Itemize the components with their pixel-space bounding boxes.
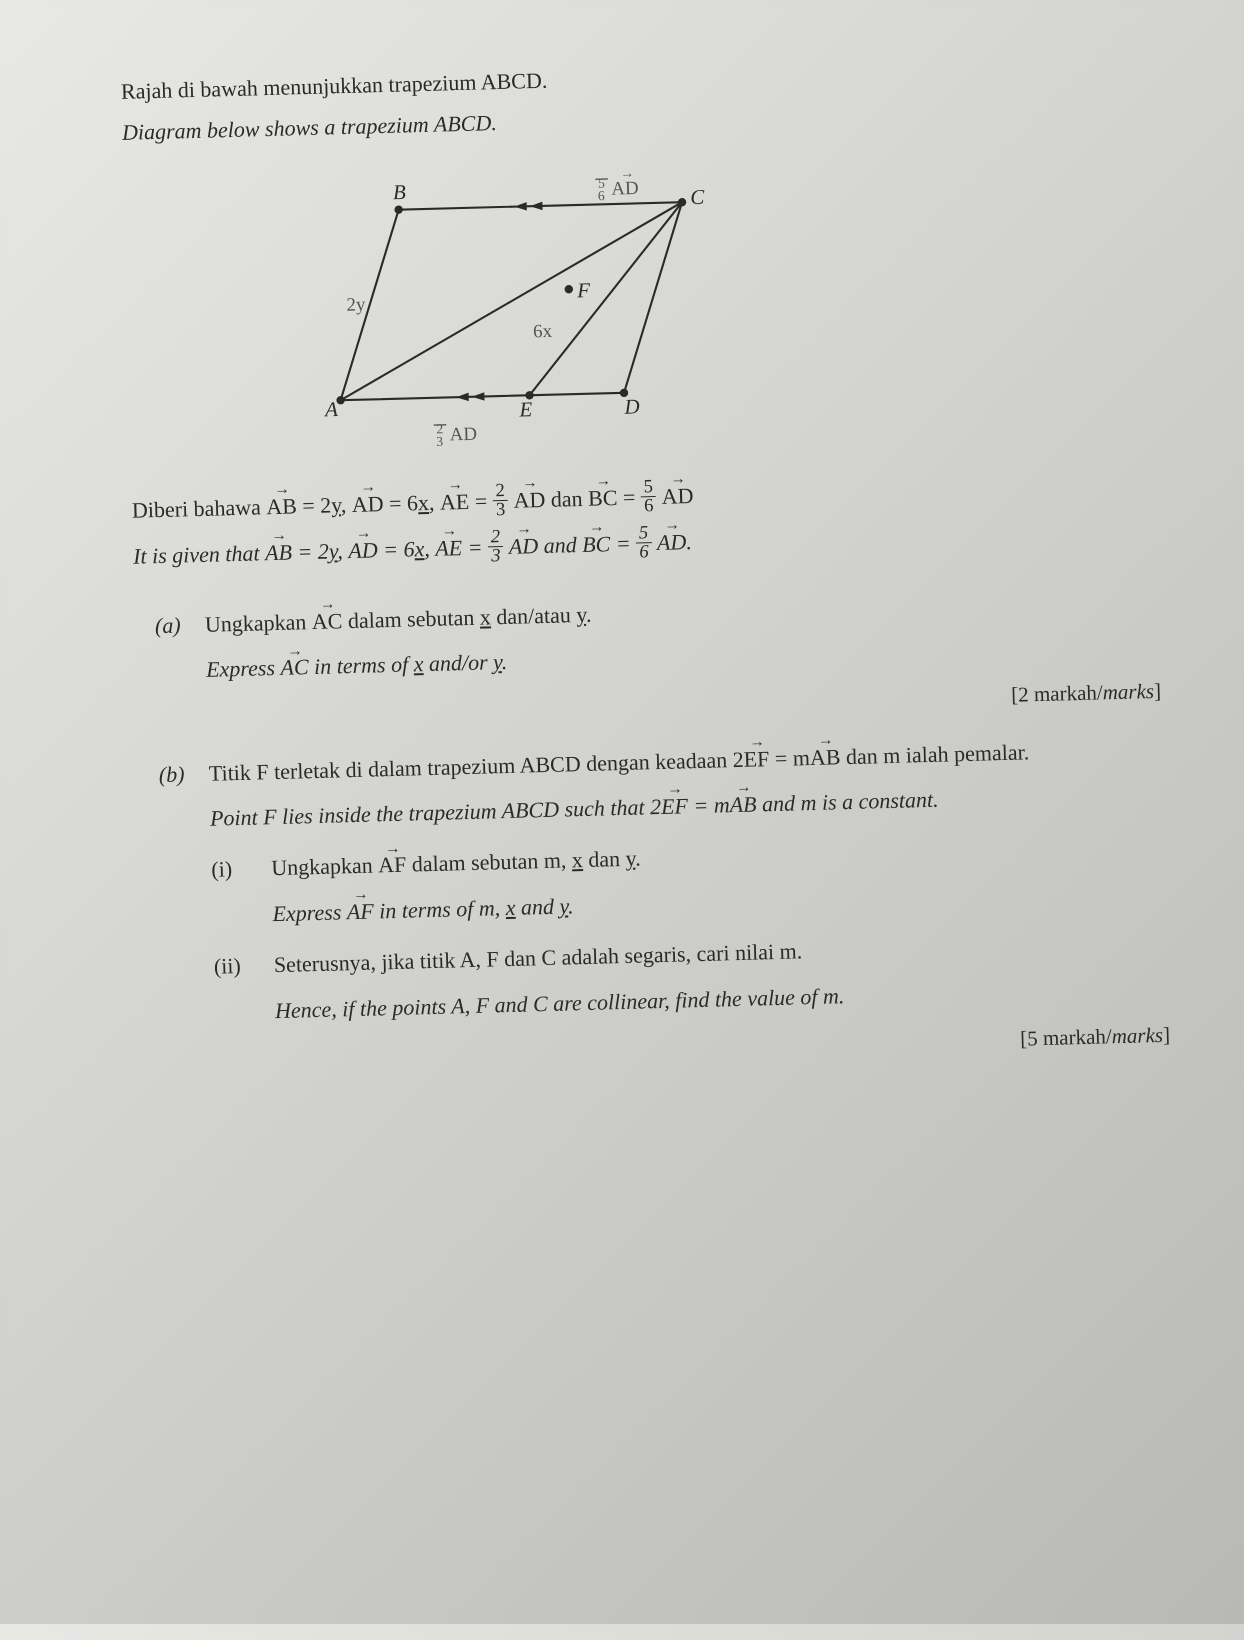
ad-eq: = 6 <box>389 490 419 516</box>
point-f <box>564 285 573 294</box>
label-e: E <box>518 397 533 421</box>
label-f: F <box>576 278 591 302</box>
arrow-bc-1 <box>514 202 527 211</box>
subpart-b-ii: (ii) Seterusnya, jika titik A, F dan C a… <box>213 923 1169 1031</box>
frac-bc-en: 56 <box>636 524 652 563</box>
label-b: B <box>393 180 407 204</box>
trapezium-diagram: B C A D E F 56 AD → 2y 6x 23 AD <box>303 166 730 457</box>
var-x: x <box>418 490 430 515</box>
vec-ef: EF <box>743 740 770 778</box>
vec-bc: BC <box>588 479 618 517</box>
given-en-prefix: It is given that <box>133 540 266 568</box>
vec-ac-a-en: AC <box>280 649 309 687</box>
diagram-svg: B C A D E F 56 AD → 2y 6x 23 AD <box>303 166 730 457</box>
point-b <box>394 205 403 214</box>
vec-ab-en: AB <box>265 533 293 571</box>
arrow-bc-2 <box>530 201 543 210</box>
question-page: Rajah di bawah menunjukkan trapezium ABC… <box>120 46 1170 1080</box>
label-d: D <box>623 394 640 418</box>
var-y-en: y <box>328 538 337 563</box>
vec-ab-b-en: AB <box>729 785 757 823</box>
line-ec <box>525 202 687 395</box>
part-a: (a) Ungkapkan AC dalam sebutan x dan/ata… <box>154 581 1160 690</box>
arrow-ad-2 <box>472 392 485 401</box>
subpart-bi-content: Ungkapkan AF dalam sebutan m, x dan y. E… <box>271 826 1167 932</box>
subpart-bii-content: Seterusnya, jika titik A, F dan C adalah… <box>273 923 1169 1029</box>
frac-ae: 23 <box>492 481 508 520</box>
vec-af-en: AF <box>346 892 374 930</box>
frac-ae-en: 23 <box>488 528 504 567</box>
var-x-a: x <box>479 604 491 629</box>
diagonal-ac <box>336 202 687 400</box>
subpart-b-i: (i) Ungkapkan AF dalam sebutan m, x dan … <box>211 826 1167 934</box>
part-b: (b) Titik F terletak di dalam trapezium … <box>158 729 1164 838</box>
subpart-bi-label: (i) <box>211 850 273 934</box>
var-x-bi: x <box>572 847 584 872</box>
vec-ab-b: AB <box>809 738 841 776</box>
part-b-label: (b) <box>158 754 210 838</box>
label-a: A <box>323 397 339 421</box>
annot-left: 2y <box>346 294 366 316</box>
vec-ad: AD <box>351 485 384 523</box>
part-a-label: (a) <box>154 606 206 690</box>
vec-ad2-en: AD <box>508 527 538 565</box>
vec-ef-en: EF <box>661 787 689 825</box>
ab-eq-en: = 2 <box>297 539 329 565</box>
vec-ac-a: AC <box>311 602 343 640</box>
var-y-a: y <box>576 602 586 627</box>
arrow-ad-1 <box>456 392 469 401</box>
var-y-a-en: y <box>493 650 502 675</box>
vec-ae-en: AE <box>435 529 463 567</box>
given-ms-prefix: Diberi bahawa <box>132 494 267 523</box>
vec-ad2: AD <box>513 481 546 519</box>
vec-ad3: AD <box>661 477 694 515</box>
var-y-bi-en: y <box>559 893 568 918</box>
ab-eq: = 2 <box>302 492 332 518</box>
part-b-content: Titik F terletak di dalam trapezium ABCD… <box>208 729 1164 837</box>
var-x-a-en: x <box>413 652 423 677</box>
var-x-en: x <box>414 536 424 561</box>
part-a-content: Ungkapkan AC dalam sebutan x dan/atau y.… <box>204 581 1160 689</box>
var-y: y <box>331 492 341 517</box>
frac-bc: 56 <box>640 478 656 517</box>
given-and: and <box>543 532 582 558</box>
ad-eq-en: = 6 <box>383 536 415 562</box>
subpart-bii-label: (ii) <box>213 946 275 1030</box>
vec-ad-en: AD <box>348 531 378 569</box>
vec-bc-en: BC <box>582 525 611 563</box>
svg-text:→: → <box>620 166 634 180</box>
var-y-bi: y <box>625 846 635 871</box>
var-x-bi-en: x <box>505 895 515 920</box>
vec-ad3-en: AD <box>656 523 686 561</box>
annot-mid: 6x <box>533 321 553 343</box>
vec-ae: AE <box>439 483 469 521</box>
vec-ab: AB <box>266 487 298 525</box>
given-dan: dan <box>550 486 588 512</box>
label-c: C <box>690 184 706 208</box>
vec-af: AF <box>378 846 407 884</box>
